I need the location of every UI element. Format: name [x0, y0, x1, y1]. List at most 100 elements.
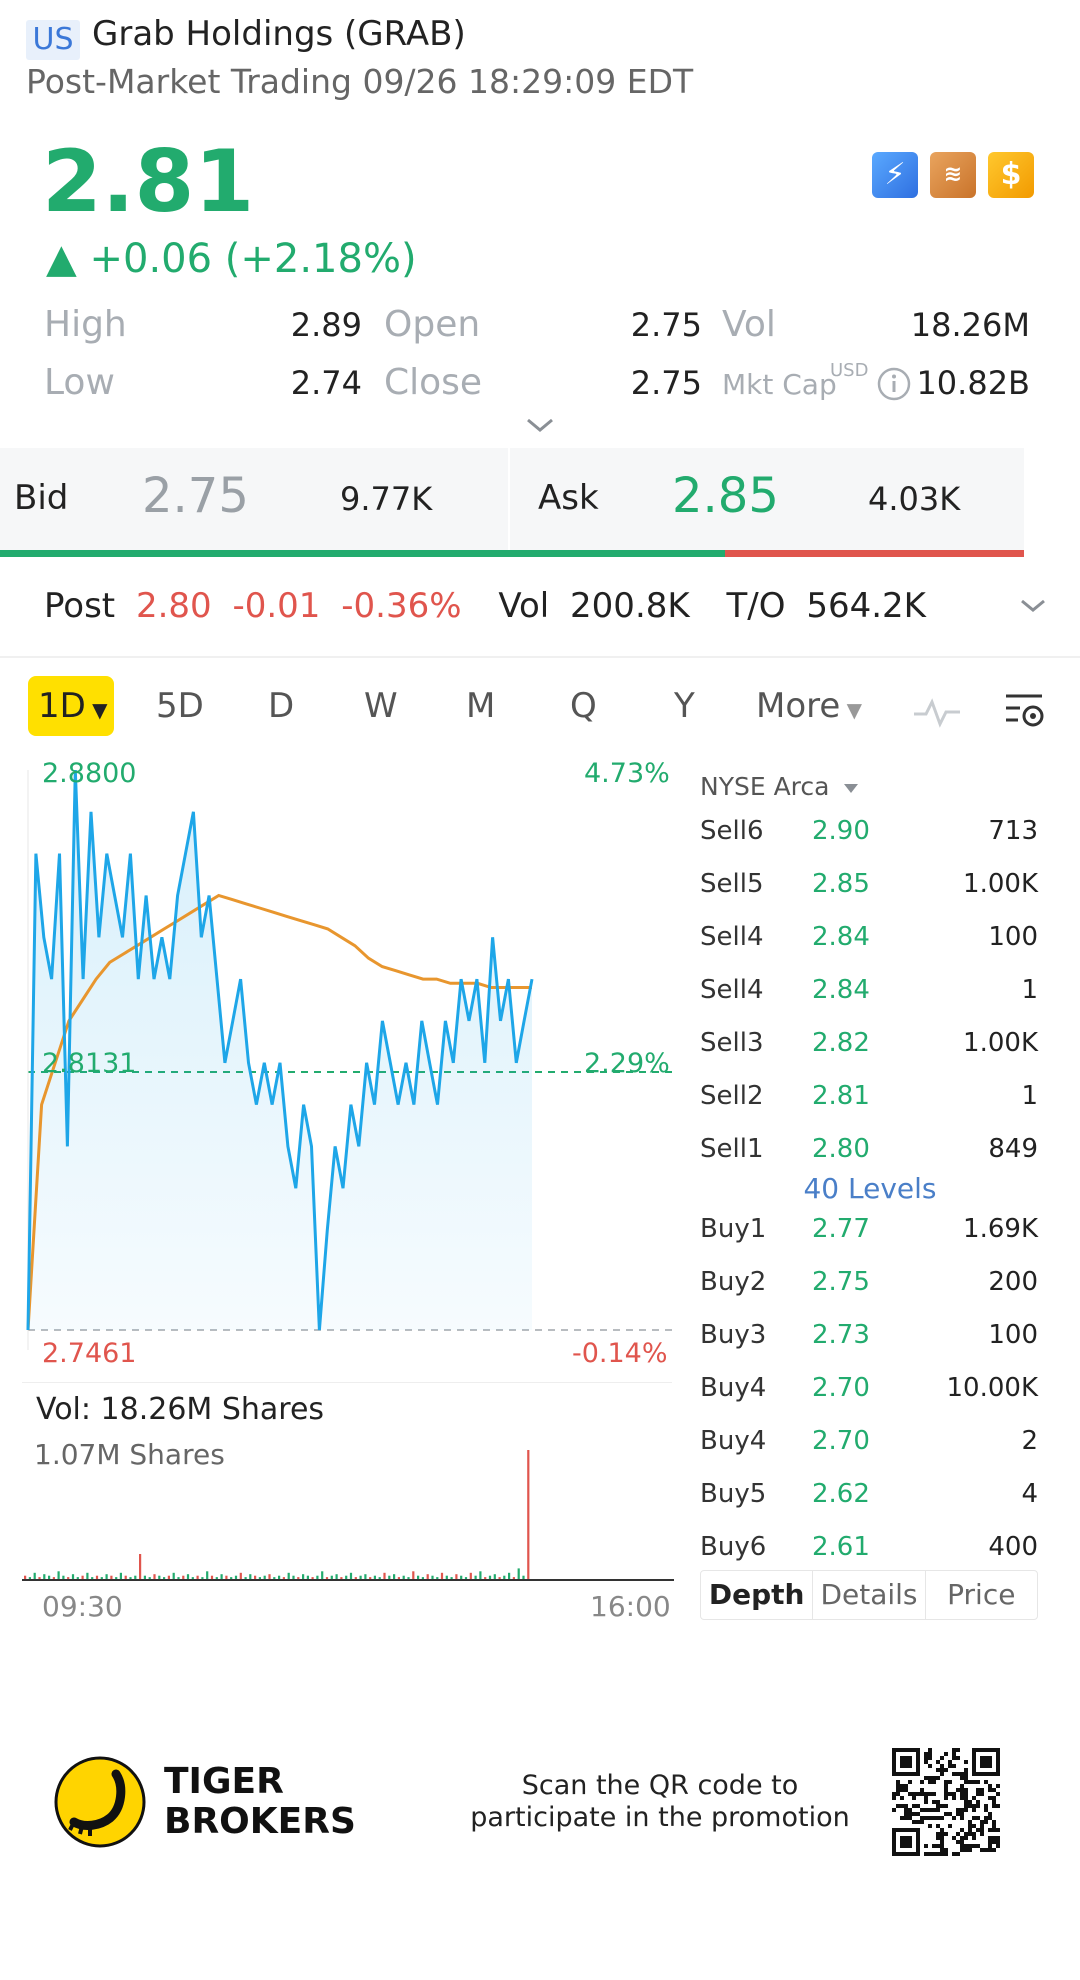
stat-label-vol: Vol — [722, 304, 776, 345]
post-vol-label: Vol — [498, 586, 550, 626]
order-book-row: Buy4 2.70 2 — [700, 1426, 1038, 1456]
volume-bar — [244, 1577, 247, 1580]
volume-bar — [325, 1577, 329, 1580]
order-book-row: Buy4 2.70 10.00K — [700, 1373, 1038, 1403]
order-book-row: Sell4 2.84 100 — [700, 922, 1038, 952]
tab-w[interactable]: W — [364, 686, 398, 726]
post-market-row[interactable]: Post 2.80 -0.01 -0.36% Vol 200.8K T/O 56… — [44, 586, 936, 626]
tab-price[interactable]: Price — [947, 1578, 1016, 1611]
order-book-row: Sell3 2.82 1.00K — [700, 1028, 1038, 1058]
volume-bar — [484, 1577, 487, 1580]
page-title: Grab Holdings (GRAB) — [92, 14, 466, 54]
volume-bar — [167, 1575, 170, 1580]
caret-down-icon[interactable] — [842, 782, 860, 794]
volume-bar — [311, 1577, 314, 1580]
exchange-selector[interactable]: NYSE Arca — [700, 772, 830, 801]
tab-details[interactable]: Details — [813, 1571, 926, 1619]
volume-bar — [440, 1572, 444, 1580]
tiger-brokers-logo — [54, 1756, 146, 1848]
volume-bar — [316, 1575, 319, 1580]
volume-bar — [278, 1575, 281, 1580]
dollar-icon[interactable]: $ — [988, 152, 1034, 198]
indicator-pulse-icon[interactable] — [912, 694, 962, 730]
volume-bar — [407, 1577, 410, 1580]
chevron-down-icon[interactable] — [1018, 596, 1048, 616]
volume-bar — [258, 1577, 261, 1580]
order-book-row: Sell2 2.81 1 — [700, 1081, 1038, 1111]
tab-depth[interactable]: Depth — [701, 1571, 814, 1619]
tab-y[interactable]: Y — [674, 686, 695, 726]
volume-bar — [139, 1554, 142, 1580]
chart-settings-icon[interactable] — [1002, 688, 1048, 734]
bid-qty: 9.77K — [340, 480, 433, 518]
last-price: 2.81 — [42, 132, 255, 232]
chart-high-label: 2.8800 — [42, 758, 137, 789]
volume-bar — [220, 1574, 223, 1580]
tab-5d[interactable]: 5D — [156, 686, 204, 726]
volume-bar — [469, 1572, 472, 1580]
volume-bar — [498, 1577, 501, 1580]
volume-bar — [268, 1574, 271, 1580]
ask-ratio-bar — [725, 550, 1024, 557]
brand-line2: BROKERS — [164, 1801, 356, 1842]
volume-bar — [201, 1577, 204, 1580]
volume-bar — [354, 1577, 357, 1580]
volume-bar — [364, 1574, 367, 1580]
intraday-price-chart[interactable] — [22, 760, 672, 1350]
volume-bar — [76, 1577, 79, 1580]
volume-bar — [43, 1574, 46, 1580]
volume-bar — [369, 1577, 372, 1580]
market-badge: US — [26, 20, 80, 60]
stat-label-mktcap: Mkt Cap — [722, 368, 837, 401]
tab-d[interactable]: D — [268, 686, 295, 726]
volume-bar — [517, 1568, 520, 1580]
bid-ask-panel — [0, 448, 1024, 552]
volume-bar — [249, 1574, 252, 1580]
volume-bar — [349, 1572, 353, 1580]
volume-bar — [493, 1574, 496, 1580]
volume-bar — [460, 1575, 463, 1580]
chart-mid-pct: 2.29% — [584, 1048, 670, 1079]
volume-bar — [95, 1575, 99, 1580]
price-line — [26, 769, 534, 1331]
volume-bar — [67, 1577, 70, 1580]
volume-bar — [115, 1577, 118, 1580]
volume-bar — [100, 1577, 103, 1580]
volume-bar — [24, 1575, 27, 1580]
volume-bar — [48, 1575, 51, 1580]
volume-chart[interactable] — [22, 1430, 674, 1582]
info-icon[interactable] — [876, 366, 912, 402]
tab-1d[interactable]: 1D ▼ — [28, 676, 114, 736]
tab-label: 1D — [38, 686, 86, 726]
tab-q[interactable]: Q — [570, 686, 597, 726]
volume-bar — [210, 1575, 214, 1580]
post-label: Post — [44, 586, 116, 626]
bid-ratio-bar — [0, 550, 725, 557]
tab-more[interactable]: More ▼ — [756, 686, 863, 726]
post-change: -0.01 — [232, 586, 321, 626]
volume-max: 1.07M Shares — [34, 1438, 225, 1471]
levels-link[interactable]: 40 Levels — [803, 1172, 937, 1205]
volume-bar — [273, 1577, 276, 1580]
volume-bar — [177, 1577, 180, 1580]
volume-bar — [239, 1572, 242, 1580]
stack-a-icon[interactable]: ≋ — [930, 152, 976, 198]
volume-bar — [503, 1575, 506, 1580]
volume-bar — [287, 1572, 290, 1580]
volume-bar — [450, 1577, 453, 1580]
stat-label-close: Close — [384, 362, 483, 403]
chevron-down-icon[interactable] — [522, 414, 558, 438]
volume-bar — [388, 1575, 391, 1580]
volume-bar — [57, 1571, 60, 1580]
bid-label: Bid — [14, 478, 69, 518]
time-start: 09:30 — [42, 1590, 123, 1623]
order-book-row: Sell6 2.90 713 — [700, 816, 1038, 846]
volume-bar — [186, 1574, 190, 1580]
volume-bar — [455, 1574, 458, 1580]
volume-bar — [124, 1575, 127, 1580]
stat-label-open: Open — [384, 304, 481, 345]
volume-bar — [225, 1575, 228, 1580]
lightning-level1-icon[interactable]: ⚡ — [872, 152, 918, 198]
volume-bar — [373, 1575, 376, 1580]
tab-m[interactable]: M — [466, 686, 496, 726]
